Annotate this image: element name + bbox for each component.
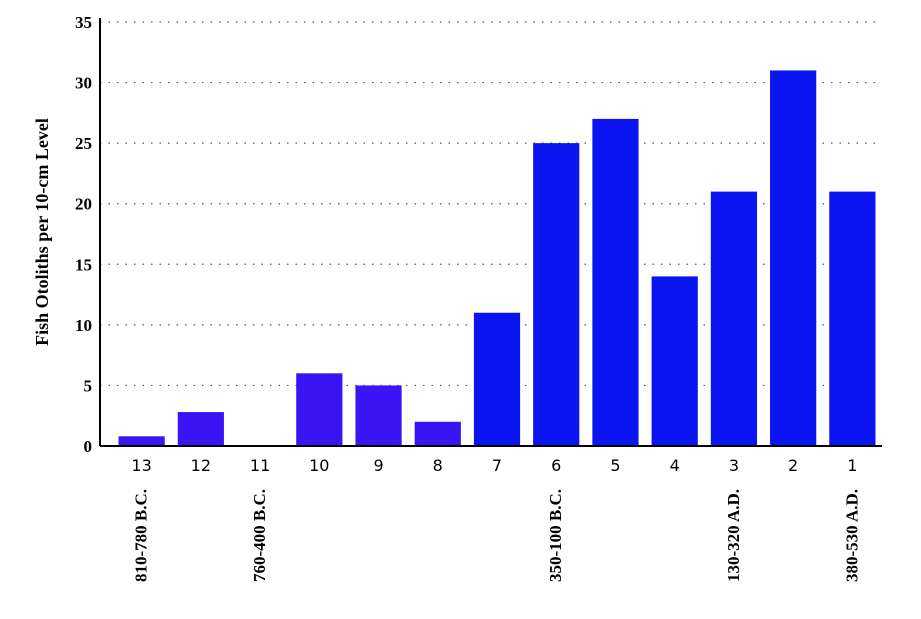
- period-label: 380-530 A.D.: [842, 489, 861, 582]
- period-label: 810-780 B.C.: [132, 489, 151, 582]
- period-label: 350-100 B.C.: [546, 489, 565, 582]
- y-tick-labels: 0 5 10 15 20 25 30 35: [75, 13, 92, 456]
- bar: [651, 276, 698, 446]
- x-tick-label: 8: [433, 456, 443, 475]
- x-tick-label: 1: [847, 456, 857, 475]
- y-tick-label: 35: [75, 13, 92, 32]
- x-tick-label: 2: [788, 456, 798, 475]
- x-tick-label: 6: [551, 456, 561, 475]
- period-label: 760-400 B.C.: [250, 489, 269, 582]
- y-axis-label: Fish Otoliths per 10-cm Level: [32, 118, 52, 346]
- x-tick-label: 10: [309, 456, 329, 475]
- y-tick-label: 10: [75, 316, 92, 335]
- y-tick-label: 25: [75, 134, 92, 153]
- bar: [414, 421, 461, 446]
- bars: [118, 70, 876, 447]
- bar: [177, 412, 224, 446]
- y-tick-label: 5: [84, 376, 93, 395]
- x-tick-label: 11: [250, 456, 270, 475]
- bar: [296, 373, 343, 446]
- bar: [829, 191, 876, 446]
- y-tick-label: 30: [75, 74, 92, 93]
- x-tick-label: 3: [729, 456, 739, 475]
- bar: [355, 385, 402, 446]
- bar: [592, 118, 639, 447]
- axes: [99, 18, 882, 447]
- bar: [770, 70, 817, 446]
- y-tick-label: 20: [75, 195, 92, 214]
- x-tick-labels: 13 12 11 10 9 8 7 6 5 4 3 2 1: [131, 456, 857, 475]
- x-tick-label: 9: [373, 456, 383, 475]
- y-tick-label: 0: [84, 437, 93, 456]
- period-label: 130-320 A.D.: [724, 489, 743, 582]
- bar: [473, 312, 521, 446]
- x-tick-label: 13: [131, 456, 151, 475]
- y-tick-label: 15: [75, 255, 92, 274]
- bar: [710, 191, 758, 446]
- x-tick-label: 5: [610, 456, 620, 475]
- x-tick-label: 4: [670, 456, 680, 475]
- x-tick-label: 7: [492, 456, 502, 475]
- bar: [118, 436, 165, 446]
- x-tick-label: 12: [191, 456, 211, 475]
- period-labels: 810-780 B.C. 760-400 B.C. 350-100 B.C. 130-…: [132, 489, 862, 582]
- bar: [533, 143, 580, 446]
